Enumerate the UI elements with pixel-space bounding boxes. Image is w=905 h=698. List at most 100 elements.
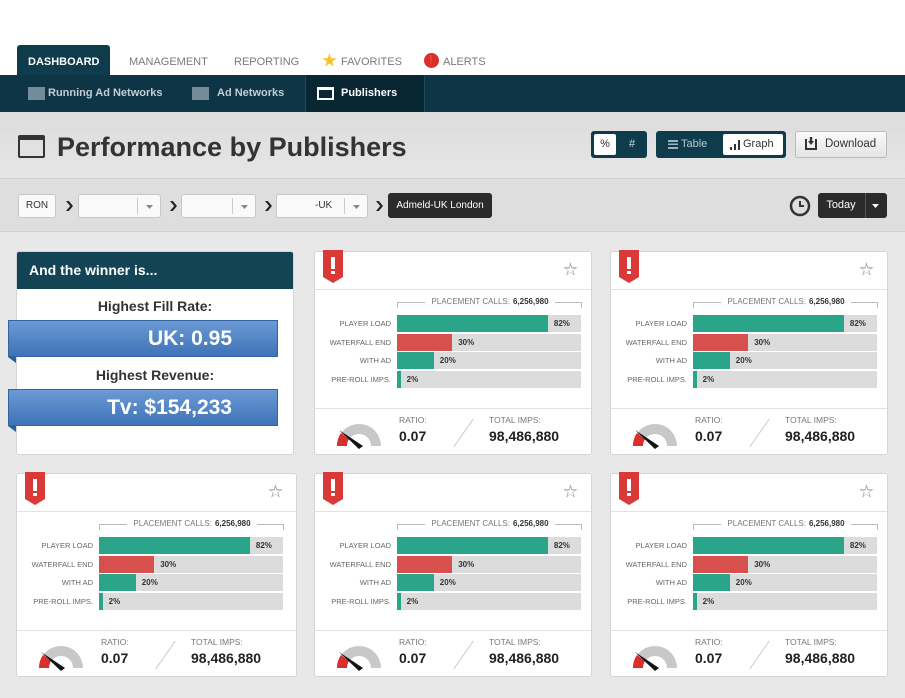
alert-icon: ❗ [424,53,439,68]
bar-value: 30% [160,559,177,569]
top-strip [0,0,905,75]
bar-value: 20% [141,578,158,587]
bar-value: 2% [108,596,121,606]
graph-icon [730,140,740,150]
bar [397,555,453,573]
bar-value: 82% [553,319,570,328]
ribbon-fold [8,357,16,363]
calls-label: PLACEMENT CALLS: [727,519,806,528]
footer-line [611,408,887,409]
bar-label: WATERFALL END [329,559,391,569]
toggle-option[interactable]: # [628,138,636,150]
dropdown-divider [232,198,233,214]
subnav-item[interactable]: Publishers [341,87,398,99]
bar [693,574,730,591]
breadcrumb-select[interactable] [78,194,161,218]
bar-label: WITH AD [359,356,391,365]
subnav-item[interactable]: Running Ad Networks [48,87,163,99]
bar-track [397,574,581,591]
bar-label: PLAYER LOAD [635,319,687,328]
toggle-option[interactable]: Table [681,138,708,150]
bar [693,592,697,610]
ratio-label: RATIO: [695,415,723,425]
bar [397,537,548,554]
nav-tab[interactable]: ❗ ALERTS [424,45,496,75]
breadcrumb-current[interactable]: Admeld-UK London [388,193,492,218]
download-arrow [808,137,814,145]
bar-value: 30% [754,559,771,569]
calls-value: 6,256,980 [512,297,549,306]
footer-line [17,630,296,631]
breadcrumb-select[interactable]: -UK [276,194,368,218]
gauge [336,646,381,671]
tab-label: REPORTING [234,56,300,68]
button-label: Download [825,138,877,150]
toggle-active: Graph [723,134,783,155]
calls-text: PLACEMENT CALLS: 6,256,980 [721,518,851,530]
winner-header: And the winner is... [17,252,293,289]
subnav-item[interactable]: Ad Networks [217,87,285,99]
bar-value: 2% [406,596,419,606]
bar-label: PLAYER LOAD [635,541,687,550]
divider-slash [453,418,474,448]
publisher-card: PLACEMENT CALLS: 6,256,980 PLAYER LOAD 82% W… [610,250,888,455]
winner-ribbon: Tv: $154,233 [8,389,278,426]
divider-slash [749,640,770,670]
bar-track [693,370,877,388]
bar-track [693,352,877,369]
divider-slash [749,418,770,448]
bar-label: WITH AD [359,578,391,587]
calls-value: 6,256,980 [808,519,845,528]
date-filter[interactable]: Today [818,193,887,218]
download-button[interactable]: Download [795,131,887,158]
winner-label: Highest Revenue: [95,367,215,383]
nav-tab[interactable]: FAVORITES [322,45,414,75]
calls-value: 6,256,980 [512,519,549,528]
calls-label: PLACEMENT CALLS: [431,297,510,306]
bar-label: WATERFALL END [625,337,687,347]
bar-value: 30% [458,337,475,347]
nav-tab[interactable]: DASHBOARD [17,45,110,75]
calls-text: PLACEMENT CALLS: 6,256,980 [127,518,257,530]
bar-label: PRE-ROLL IMPS. [33,596,93,606]
clock-icon [789,195,811,217]
bar [99,555,155,573]
breadcrumb-select[interactable]: RON [18,194,56,218]
nav-tab[interactable]: MANAGEMENT [129,45,221,75]
star-inner [270,487,281,497]
caret [146,205,153,209]
bar-value: 20% [439,578,456,587]
publisher-card: PLACEMENT CALLS: 6,256,980 PLAYER LOAD 82% W… [314,472,592,677]
bar-value: 82% [849,319,866,328]
caret [872,204,879,208]
gauge [632,424,677,449]
bar-value: 20% [735,578,752,587]
imps-value: 98,486,880 [489,650,560,666]
toggle-option[interactable]: Graph [743,138,774,150]
bar-label: WITH AD [61,578,93,587]
button-label: Today [826,199,856,211]
calls-text: PLACEMENT CALLS: 6,256,980 [425,518,555,530]
bar-value: 82% [255,541,272,550]
page-title: Performance by Publishers [57,132,407,162]
card-header-line [17,511,296,512]
breadcrumb-label: RON [25,200,49,211]
calls-value: 6,256,980 [808,297,845,306]
bar [693,555,749,573]
bar [397,370,401,388]
flag-dot [627,493,631,496]
winner-label: Highest Fill Rate: [97,298,213,314]
nav-tab[interactable]: REPORTING [234,45,310,75]
ratio-value: 0.07 [695,428,723,444]
star-inner [861,487,872,497]
gauge [632,646,677,671]
gauge [336,424,381,449]
breadcrumb-select[interactable] [181,194,256,218]
card-header-line [611,511,887,512]
publisher-card: PLACEMENT CALLS: 6,256,980 PLAYER LOAD 82% W… [314,250,592,455]
imps-value: 98,486,880 [785,650,856,666]
flag-dot [627,271,631,274]
tab-label: ALERTS [443,56,486,68]
divider-slash [155,640,176,670]
toggle-option[interactable]: % [594,134,616,155]
